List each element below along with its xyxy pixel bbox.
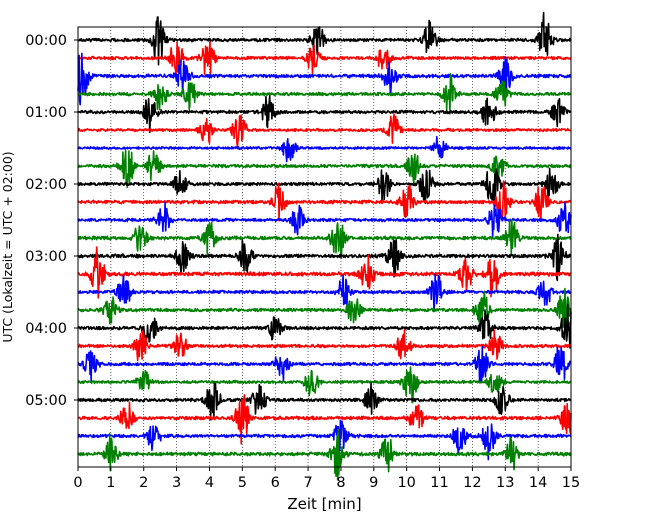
x-tick-label: 4 [205,475,214,491]
y-tick-label: 01:00 [25,105,67,121]
trace-line [77,366,572,404]
trace-line [77,328,572,362]
y-tick-label: 00:00 [25,33,67,49]
x-tick-label: 15 [562,475,580,491]
x-tick-label: 6 [271,475,280,491]
trace-line [77,40,572,78]
trace-line [77,233,572,282]
trace-line [77,52,572,106]
y-tick-label: 04:00 [25,321,67,337]
trace-line [77,394,572,445]
trace-line [77,382,572,421]
x-tick-label: 7 [303,475,312,491]
y-tick-label: 02:00 [25,177,67,193]
trace-line [77,201,572,238]
y-tick-label: 03:00 [25,249,67,265]
y-tick-label: 05:00 [25,393,67,409]
x-tick-label: 13 [496,475,514,491]
x-axis-ticks: 0 1 2 3 4 5 6 7 8 9 10 11 12 13 14 15 [73,467,580,491]
plot-frame [77,26,572,468]
x-tick-label: 0 [73,475,82,491]
trace-line [77,149,572,189]
x-tick-label: 14 [529,475,547,491]
trace-line [77,73,572,115]
trace-line [77,11,572,66]
x-tick-label: 5 [238,475,247,491]
x-tick-label: 8 [336,475,345,491]
trace-line [77,345,572,382]
x-tick-label: 10 [397,475,415,491]
y-axis-label: UTC (Lokalzeit = UTC + 02:00) [0,151,15,342]
y-axis-ticks: 00:00 01:00 02:00 03:00 04:00 05:00 [25,33,78,409]
x-tick-label: 3 [172,475,181,491]
seismic-traces [77,11,572,481]
trace-line [77,167,572,205]
x-tick-label: 12 [463,475,481,491]
x-tick-label: 1 [106,475,115,491]
x-tick-label: 2 [139,475,148,491]
trace-line [77,303,572,349]
x-tick-label: 9 [369,475,378,491]
trace-line [77,419,572,461]
x-axis-label: Zeit [min] [287,495,361,513]
trace-line [77,95,572,134]
trace-line [77,246,572,299]
trace-line [77,273,572,313]
trace-line [77,287,572,332]
trace-line [77,180,572,222]
trace-line [77,429,572,481]
trace-line [77,218,572,259]
x-tick-label: 11 [430,475,448,491]
trace-line [77,113,572,149]
trace-line [77,135,572,163]
